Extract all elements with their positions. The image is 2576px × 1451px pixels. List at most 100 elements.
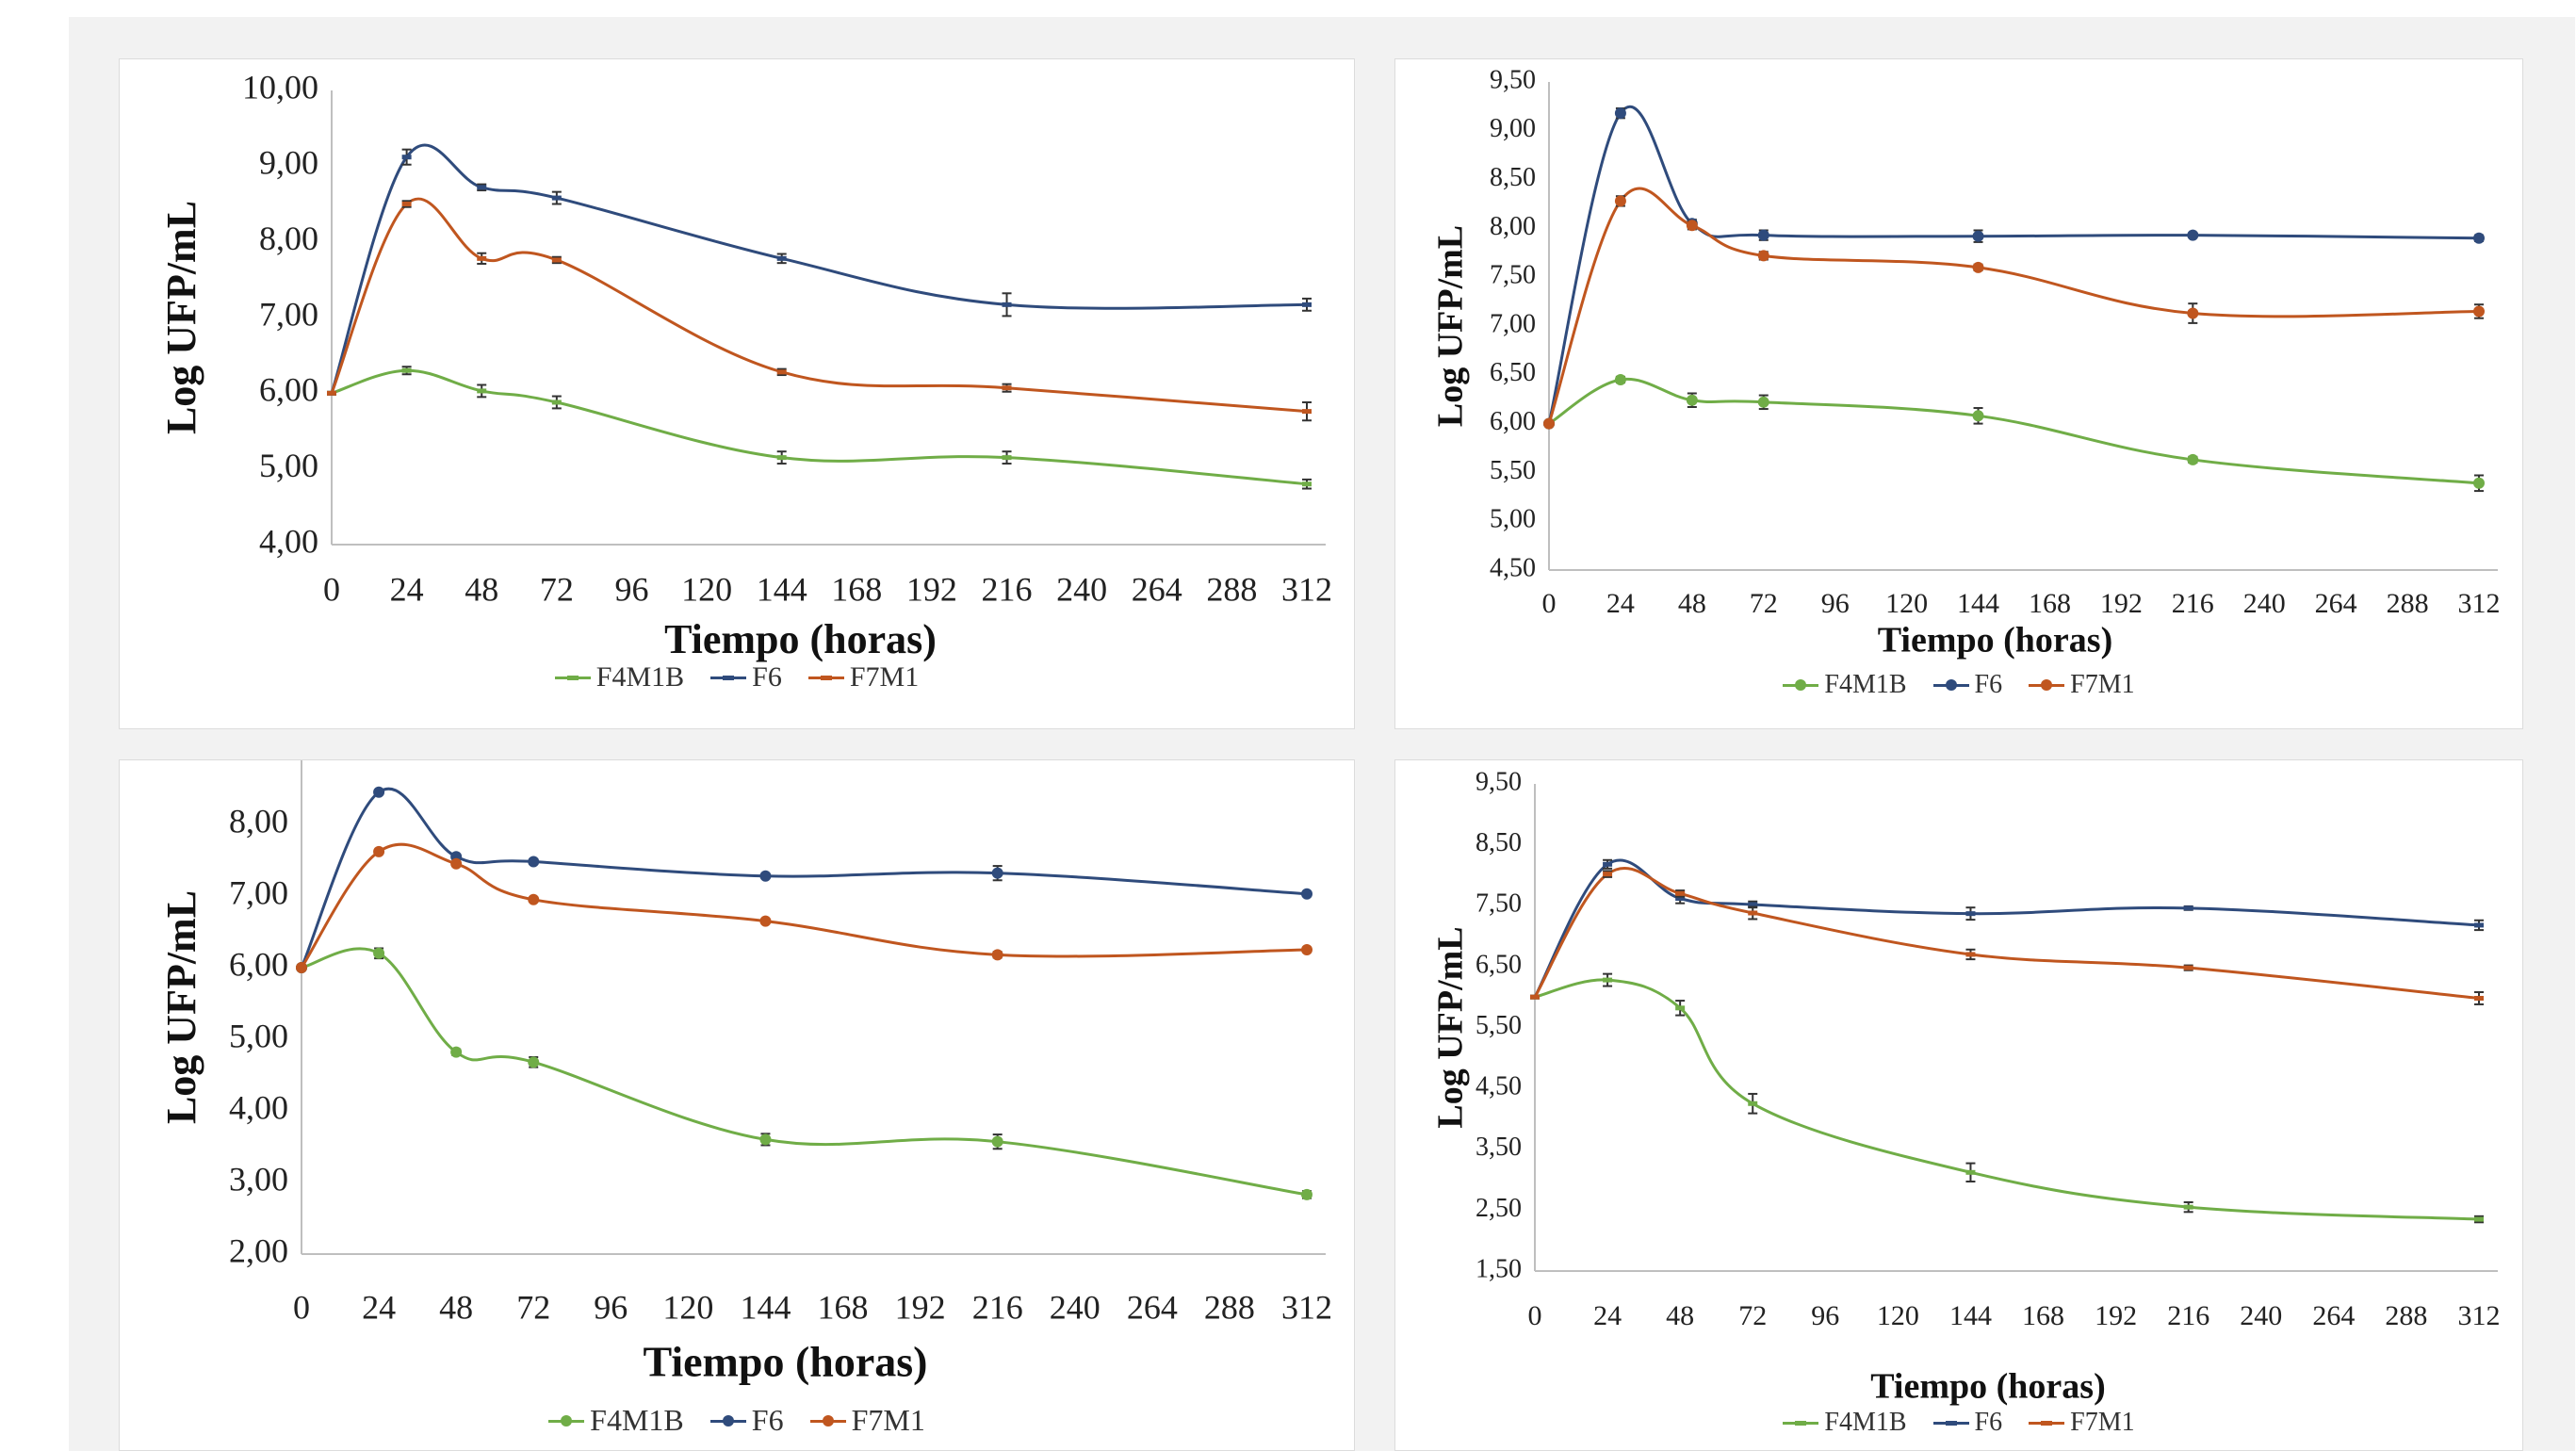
series-f4m1b xyxy=(296,947,1312,1200)
series-f4m1b xyxy=(1543,373,2485,493)
data-point xyxy=(1675,1005,1686,1011)
y-tick-label: 4,00 xyxy=(259,522,318,560)
x-tick-label: 288 xyxy=(2385,1300,2427,1331)
legend-swatch xyxy=(2029,1416,2065,1429)
series-f7m1 xyxy=(1543,187,2485,430)
y-tick-label: 2,00 xyxy=(229,1231,288,1269)
x-tick-label: 96 xyxy=(614,570,648,608)
series-f7m1 xyxy=(1530,867,2484,1005)
data-point xyxy=(776,455,787,461)
legend-label: F6 xyxy=(1974,1408,2003,1437)
data-point xyxy=(401,367,412,373)
data-point xyxy=(1301,944,1312,955)
x-tick-label: 48 xyxy=(439,1288,473,1326)
y-tick-label: 4,00 xyxy=(229,1088,288,1126)
legend-label: F4M1B xyxy=(590,1403,684,1437)
y-tick-label: 8,00 xyxy=(229,802,288,840)
legend-label: F4M1B xyxy=(595,661,685,693)
legend: F4M1B F6 F7M1 xyxy=(120,661,1354,693)
series-line xyxy=(331,368,1308,486)
data-point xyxy=(991,1135,1003,1148)
series-f7m1 xyxy=(296,842,1312,973)
data-point xyxy=(2473,232,2485,244)
data-point xyxy=(1972,261,1984,273)
x-tick-label: 0 xyxy=(1528,1300,1542,1331)
data-point xyxy=(1748,910,1758,916)
legend-label: F6 xyxy=(751,1403,784,1437)
data-point xyxy=(1002,455,1012,461)
x-tick-label: 96 xyxy=(1811,1300,1839,1331)
data-point xyxy=(1972,410,1984,422)
series-line xyxy=(330,197,1308,414)
x-axis-title: Tiempo (horas) xyxy=(1878,621,2112,660)
legend-swatch xyxy=(809,1414,846,1427)
data-point xyxy=(776,369,787,375)
data-point xyxy=(2183,1204,2193,1210)
data-point xyxy=(2474,1216,2484,1222)
chart-svg: 4,50 5,00 5,50 6,00 6,50 7,00 7,50 8,00 8,50 9,00… xyxy=(1431,65,2501,660)
data-point xyxy=(296,962,307,973)
data-point xyxy=(1757,396,1769,408)
data-point xyxy=(1302,481,1312,487)
legend-swatch xyxy=(710,671,747,684)
y-tick-label: 6,50 xyxy=(1490,358,1536,387)
y-tick-label: 4,50 xyxy=(1490,553,1536,582)
y-axis-title: Log UFP/mL xyxy=(158,890,204,1124)
legend: F4M1B F6 F7M1 xyxy=(120,1403,1354,1438)
data-point xyxy=(327,390,336,396)
legend-swatch xyxy=(807,671,844,684)
series-line xyxy=(1533,858,2480,998)
data-point xyxy=(1972,230,1984,242)
x-tick-label: 24 xyxy=(390,570,424,608)
y-axis-title: Log UFP/mL xyxy=(1431,225,1471,427)
data-point xyxy=(477,388,487,394)
data-point xyxy=(373,786,385,798)
x-tick-label: 192 xyxy=(906,570,957,608)
x-tick-label: 240 xyxy=(1056,570,1107,608)
x-tick-label: 72 xyxy=(1738,1300,1767,1331)
legend-item: F4M1B xyxy=(554,661,685,693)
x-tick-label: 264 xyxy=(1132,570,1182,608)
x-tick-label: 0 xyxy=(1542,588,1557,619)
data-point xyxy=(991,867,1003,879)
data-point xyxy=(1002,385,1012,391)
data-point xyxy=(2187,307,2199,319)
data-point xyxy=(1002,302,1012,307)
legend-swatch xyxy=(709,1414,746,1427)
legend-item: F6 xyxy=(710,661,782,693)
series-line xyxy=(1533,867,2480,1000)
data-point xyxy=(551,257,562,263)
x-tick-label: 288 xyxy=(1204,1288,1255,1326)
legend-item: F7M1 xyxy=(2029,1408,2135,1438)
chart-panel-3: 2,00 3,00 4,00 5,00 6,00 7,00 8,00 0 24 48 72 96 120… xyxy=(119,759,1355,1451)
legend-item: F7M1 xyxy=(809,1403,925,1438)
y-tick-label: 5,50 xyxy=(1475,1011,1522,1040)
y-tick-label: 7,50 xyxy=(1475,889,1522,919)
x-tick-label: 312 xyxy=(2458,588,2501,619)
legend-swatch xyxy=(1932,1416,1969,1429)
series-line xyxy=(301,947,1308,1197)
y-tick-label: 1,50 xyxy=(1475,1254,1522,1283)
data-point xyxy=(776,255,787,261)
series-line xyxy=(300,787,1308,969)
x-tick-label: 216 xyxy=(972,1288,1023,1326)
series-f6 xyxy=(1543,105,2485,430)
legend-label: F6 xyxy=(1974,670,2003,699)
x-tick-label: 144 xyxy=(1957,588,1999,619)
x-tick-label: 0 xyxy=(293,1288,310,1326)
x-tick-label: 192 xyxy=(2100,588,2143,619)
series-line xyxy=(1534,978,2480,1221)
y-tick-label: 5,00 xyxy=(229,1017,288,1054)
x-tick-label: 240 xyxy=(2243,588,2286,619)
y-tick-label: 8,50 xyxy=(1490,163,1536,192)
data-point xyxy=(373,845,385,857)
series-line xyxy=(1547,105,2480,424)
y-tick-label: 8,50 xyxy=(1475,828,1522,857)
data-point xyxy=(1543,417,1555,430)
series-f6 xyxy=(1530,858,2484,1000)
y-tick-label: 6,50 xyxy=(1475,950,1522,979)
legend-swatch xyxy=(2029,678,2065,692)
x-tick-label: 264 xyxy=(1127,1288,1178,1326)
data-point xyxy=(1302,409,1312,415)
x-tick-label: 192 xyxy=(2095,1300,2137,1331)
